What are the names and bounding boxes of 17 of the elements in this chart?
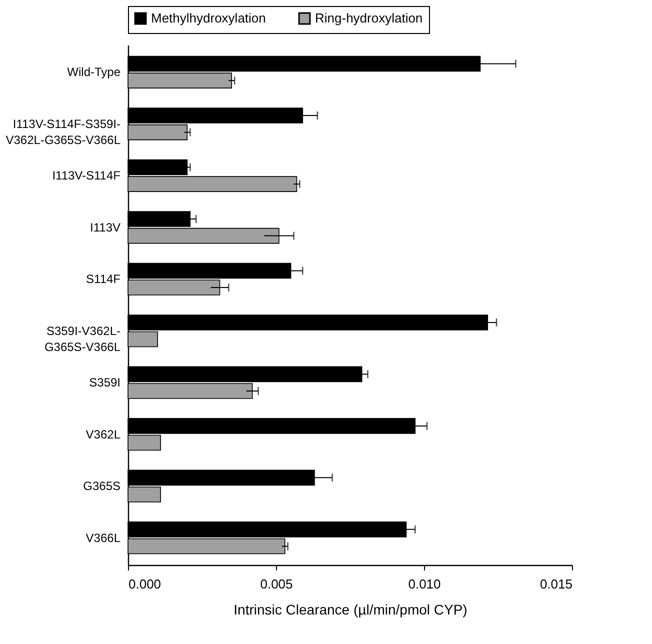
- y-tick-label: S359I-V362L- G365S-V366L: [44, 324, 121, 354]
- y-tick-label: V362L: [86, 427, 121, 442]
- y-tick-label: I113V-S114F: [52, 168, 120, 183]
- y-tick-label: G365S: [83, 479, 120, 494]
- x-tick-label: 0.005: [260, 576, 293, 592]
- legend-label: Ring-hydroxylation: [315, 10, 423, 26]
- y-tick-label: S359I: [89, 376, 120, 390]
- x-axis-title: Intrinsic Clearance (µl/min/pmol CYP): [234, 602, 468, 618]
- y-tick-label: V366L: [86, 530, 121, 545]
- y-tick-label: Wild-Type: [67, 65, 121, 80]
- y-tick-label: I113V: [90, 220, 120, 234]
- legend-label: Methylhydroxylation: [151, 10, 266, 26]
- x-tick-label: 0.010: [408, 576, 441, 592]
- y-tick-label: S114F: [86, 272, 120, 286]
- x-tick-label: 0.015: [540, 576, 572, 592]
- y-tick-label: I113V-S114F-S359I- V362L-G365S-V366L: [6, 116, 121, 147]
- x-tick-label: 0.000: [128, 576, 162, 592]
